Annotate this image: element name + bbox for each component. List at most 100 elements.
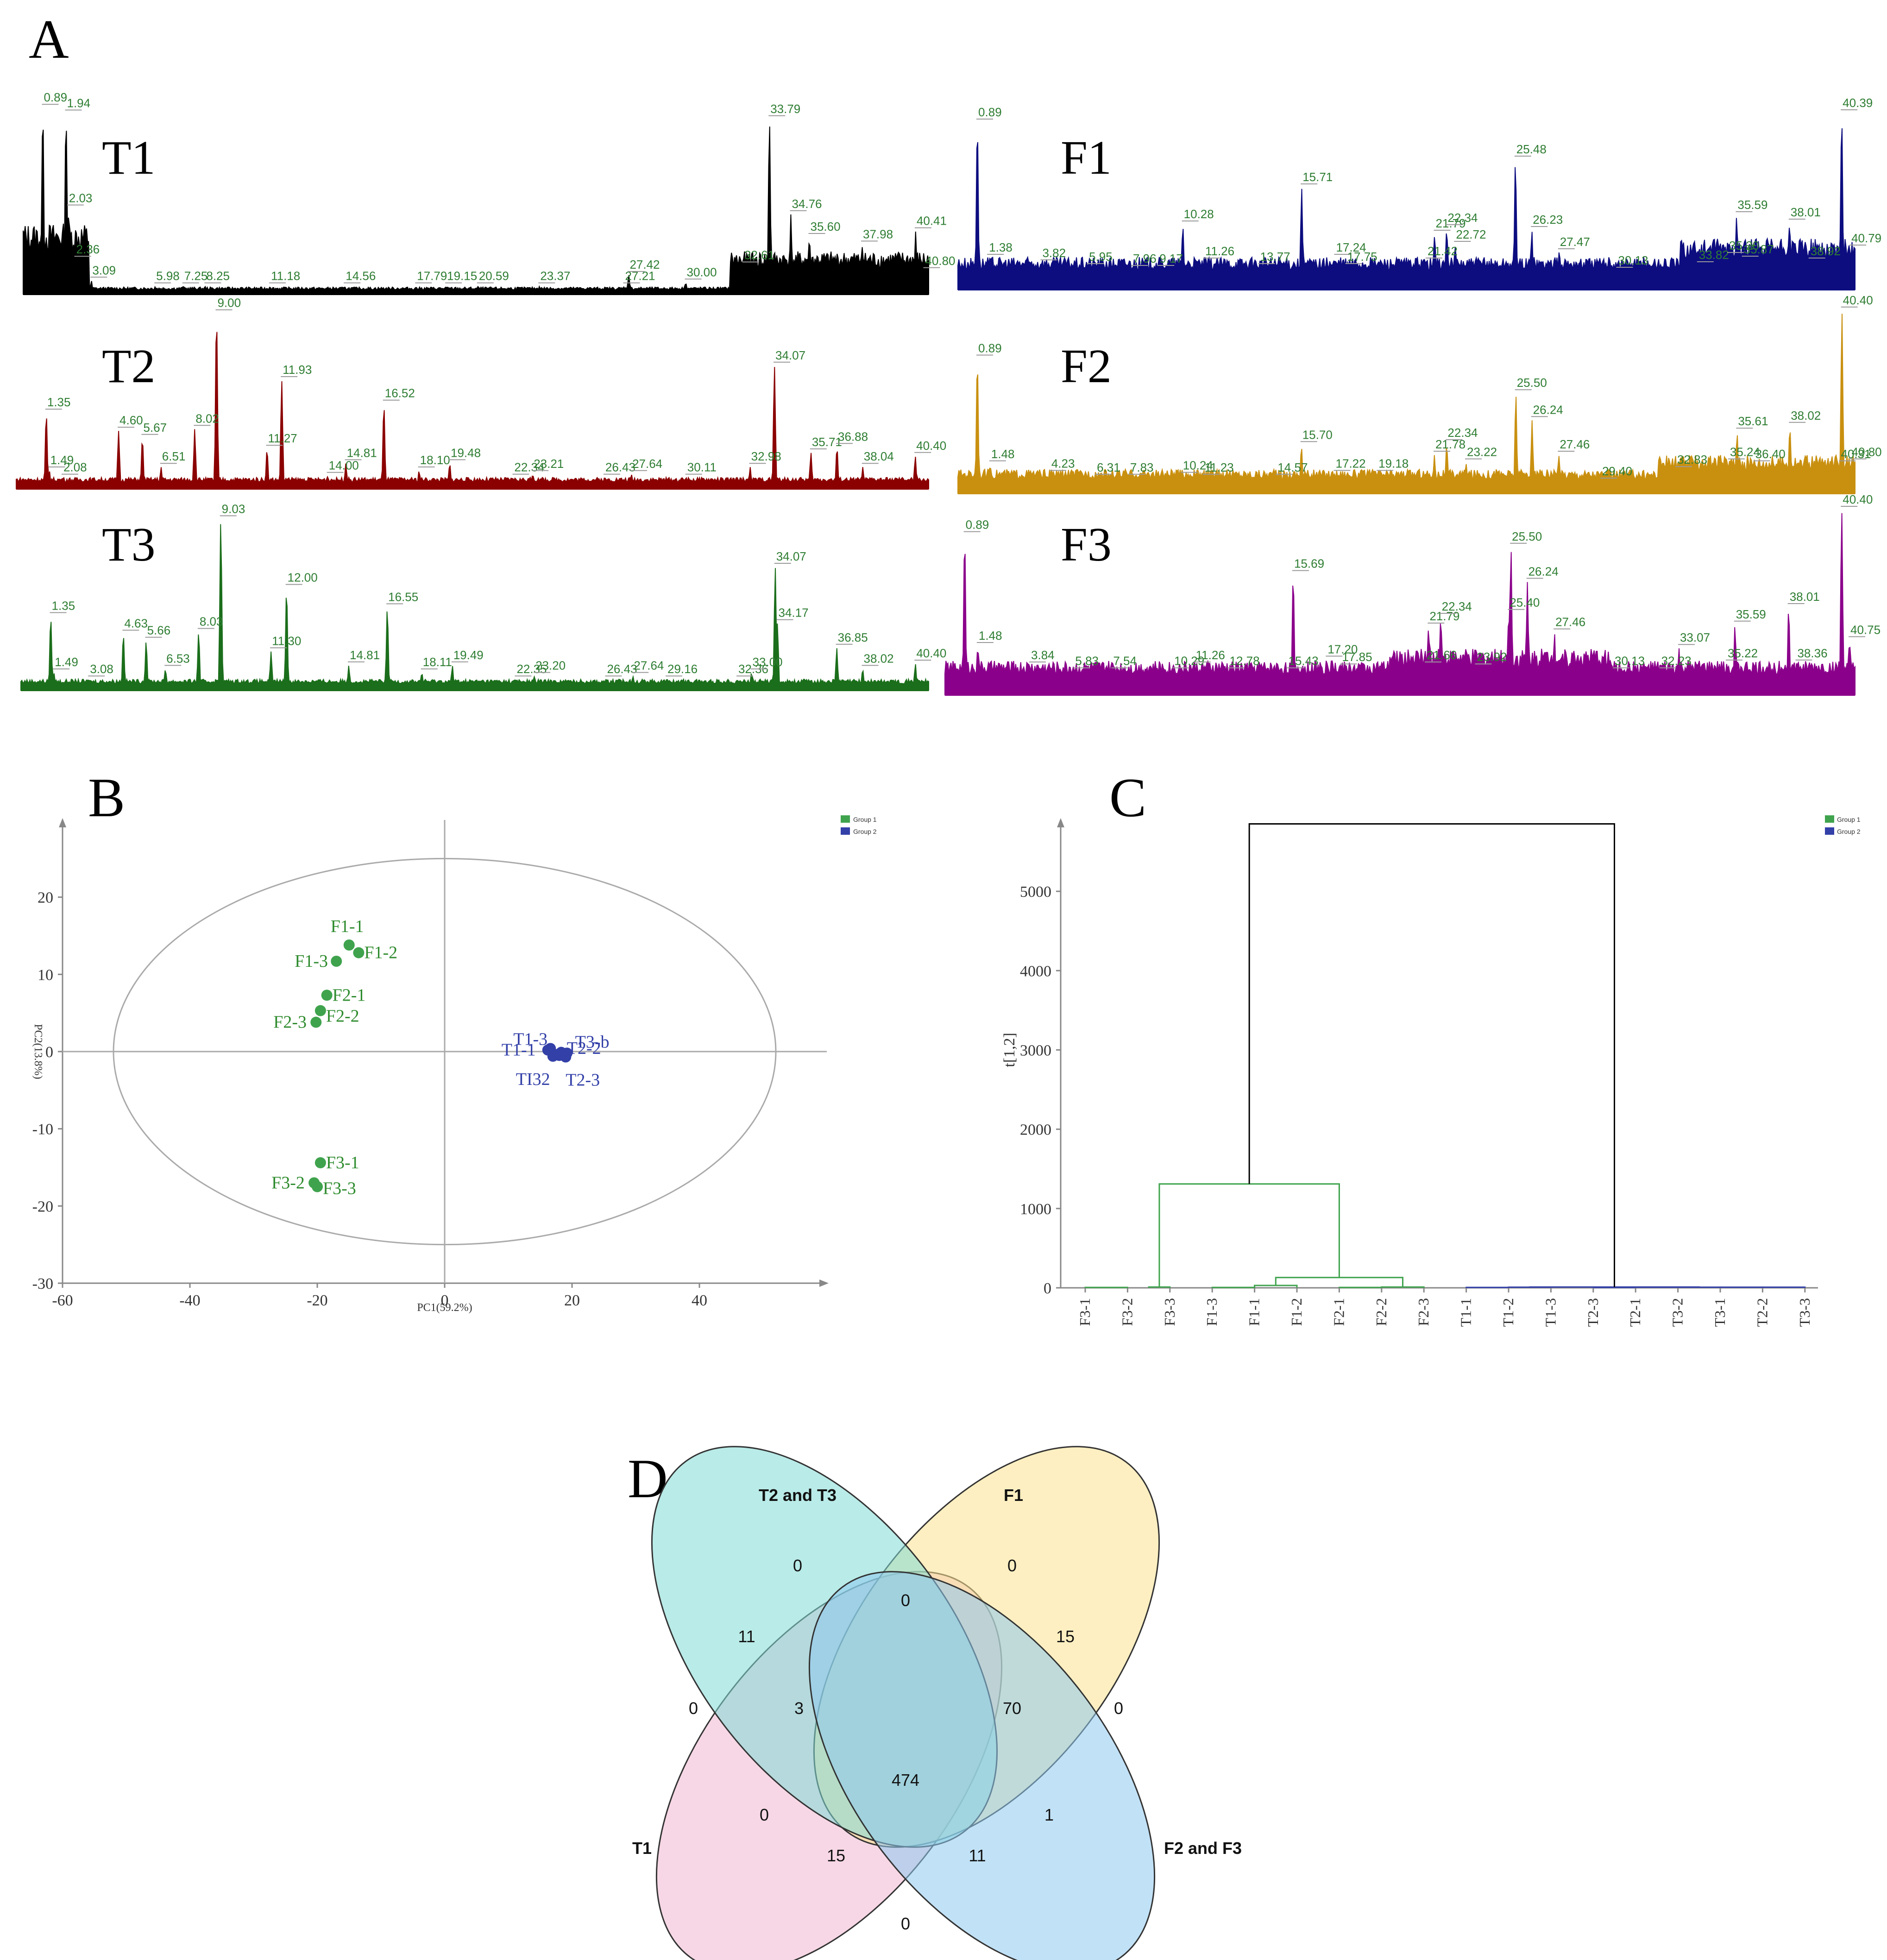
dendrogram-leaf-label: T2-2 [1754, 1298, 1770, 1327]
peak-label: 26.24 [1533, 403, 1563, 416]
peak-label: 26.43 [605, 460, 635, 474]
peak-label: 10.24 [1183, 459, 1213, 473]
dendrogram-legend-label-group2: Group 2 [1837, 828, 1861, 835]
peak-label: 26.23 [1533, 213, 1563, 227]
peak-label: 7.54 [1113, 654, 1137, 668]
peak-label: 30.13 [1615, 654, 1645, 668]
peak-label: 6.53 [166, 651, 190, 665]
chromatogram-name-t2: T2 [102, 340, 156, 393]
peak-label: 35.59 [1737, 198, 1767, 212]
dendrogram-link [1084, 1286, 1128, 1288]
peak-label: 6.51 [162, 449, 186, 463]
dendrogram-leaf-label: F1-2 [1288, 1298, 1305, 1326]
peak-label: 29.16 [667, 662, 698, 676]
chromatogram-t1: T1 0.89 1.94 2.03 2.36 3.09 5.98 7.258.25 11.18 1… [23, 90, 956, 295]
pca-point-f3-3 [312, 1181, 323, 1192]
peak-label: 38.02 [864, 651, 894, 665]
peak-label: 9.00 [217, 296, 241, 310]
peak-label: 32.61 [744, 248, 774, 262]
peak-label: 20.59 [479, 269, 509, 283]
chromatogram-panel: T10.89 1.942.032.363.09 5.98 7.258.25 11.18 1… [16, 90, 1882, 696]
pca-point-label: F1-3 [295, 952, 328, 971]
dendrogram-link [1719, 1286, 1763, 1288]
peak-label: 38.01 [1790, 590, 1820, 604]
peak-label: 40.40 [916, 439, 946, 453]
pca-y-tick-label: -20 [32, 1198, 53, 1215]
peak-label: 3.82 [1042, 246, 1066, 260]
peak-label: 23.22 [1467, 445, 1497, 459]
peak-label: 40.80 [925, 254, 955, 268]
peak-label: 8.03 [200, 615, 223, 629]
pca-y-tick-label: 0 [45, 1044, 53, 1061]
dendrogram-y-tick-label: 0 [1044, 1280, 1051, 1297]
peak-label: 10.28 [1184, 207, 1214, 221]
peak-label: 3.08 [90, 662, 113, 676]
peak-label: 19.15 [447, 269, 477, 283]
venn-count-t1-only: 0 [689, 1699, 698, 1718]
venn-count-f2f3-only: 0 [1114, 1699, 1123, 1718]
peak-label: 40.40 [1843, 492, 1873, 506]
pca-point-f2-2 [314, 1005, 326, 1016]
peak-label: 27.64 [634, 659, 664, 673]
peak-label: 11.93 [283, 363, 312, 377]
chromatogram-trace-f2 [957, 314, 1856, 494]
dendrogram-link [1466, 1286, 1510, 1288]
dendrogram-leaf-label: F2-3 [1415, 1298, 1432, 1326]
pca-y-axis-title: PC2(13.8%) [32, 1024, 44, 1079]
peak-label: 17.85 [1342, 650, 1372, 664]
dendrogram-y-axis-title: t[1,2] [1001, 1033, 1018, 1067]
peak-label: 8.02 [195, 411, 219, 425]
peak-label: 1.35 [47, 395, 71, 409]
peak-label: 11.30 [272, 634, 301, 648]
pca-point-label: T2-2 [567, 1039, 601, 1058]
peak-label: 25.48 [1516, 142, 1547, 156]
pca-x-tick-label: 20 [564, 1292, 580, 1309]
peak-label: 1.35 [52, 599, 75, 612]
chromatogram-trace-t3 [20, 524, 929, 691]
dendrogram-link [1381, 1286, 1425, 1288]
chromatogram-f1: F1 0.89 1.38 3.82 5.95 7.96 9.17 10.28 11.26 13.7… [957, 96, 1881, 290]
peak-label: 38.02 [1791, 409, 1821, 422]
peak-label: 40.40 [916, 646, 946, 660]
peak-label: 15.71 [1302, 170, 1333, 184]
peak-label: 33.79 [770, 102, 800, 116]
pca-y-tick-label: -30 [32, 1275, 53, 1292]
pca-point-f1-3 [331, 956, 342, 967]
pca-point-label: F2-1 [333, 985, 366, 1005]
pca-point-f2-1 [321, 989, 333, 1001]
peak-label: 15.43 [1289, 654, 1319, 668]
chromatogram-name-t3: T3 [102, 518, 156, 571]
dendrogram-link [1248, 823, 1615, 1287]
pca-legend-label-group1: Group 1 [853, 816, 877, 823]
venn-count-t2t3-f1: 0 [901, 1591, 910, 1610]
venn-count-t2t3-f1-f2f3: 70 [1003, 1699, 1021, 1718]
peak-label: 21.79 [1429, 609, 1459, 623]
chromatogram-name-f1: F1 [1061, 131, 1112, 184]
peak-label: 15.69 [1294, 557, 1324, 571]
peak-label: 27.46 [1555, 615, 1585, 629]
peak-label: 38.04 [864, 449, 894, 463]
pca-legend-swatch-group1 [841, 815, 850, 823]
pca-legend-swatch-group2 [841, 827, 850, 835]
pca-x-tick-label: 40 [692, 1292, 707, 1309]
venn-count-t1-t2t3-f1: 3 [794, 1699, 804, 1718]
venn-count-t2t3-f2f3: 1 [1044, 1805, 1054, 1824]
pca-point-label: TI32 [516, 1070, 550, 1089]
peak-label: 32.98 [751, 449, 781, 463]
pca-point-f1-2 [353, 947, 365, 958]
dendrogram-leaf-label: T3-1 [1711, 1298, 1728, 1327]
peak-label: 15.70 [1302, 428, 1333, 441]
venn-count-t1-t2t3-f2f3: 11 [969, 1846, 986, 1865]
peak-label: 7.83 [1130, 460, 1154, 474]
peak-label: 1.38 [989, 240, 1013, 254]
venn-label-t2-t3: T2 and T3 [759, 1486, 837, 1505]
pca-point-f2-3 [310, 1016, 322, 1028]
peak-label: 0.89 [966, 518, 989, 532]
peak-label: 22.34 [1447, 211, 1478, 225]
peak-label: 1.49 [55, 655, 78, 669]
venn-count-f1-only: 0 [1007, 1556, 1017, 1575]
peak-label: 17.75 [1347, 250, 1378, 264]
dendrogram-leaf-label: T3-3 [1796, 1298, 1813, 1327]
dendrogram-y-tick-label: 3000 [1020, 1042, 1051, 1059]
